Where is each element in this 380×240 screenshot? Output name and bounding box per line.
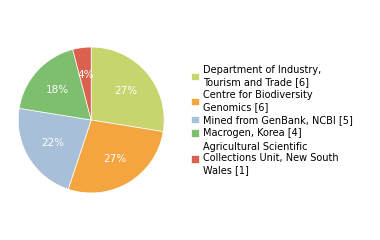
Text: 4%: 4%	[77, 70, 93, 80]
Text: 22%: 22%	[41, 138, 64, 149]
Wedge shape	[73, 47, 91, 120]
Text: 27%: 27%	[103, 154, 126, 164]
Legend: Department of Industry,
Tourism and Trade [6], Centre for Biodiversity
Genomics : Department of Industry, Tourism and Trad…	[191, 65, 353, 175]
Wedge shape	[18, 108, 91, 189]
Text: 18%: 18%	[46, 84, 69, 95]
Text: 27%: 27%	[114, 86, 137, 96]
Wedge shape	[68, 120, 163, 193]
Wedge shape	[19, 49, 91, 120]
Wedge shape	[91, 47, 164, 132]
